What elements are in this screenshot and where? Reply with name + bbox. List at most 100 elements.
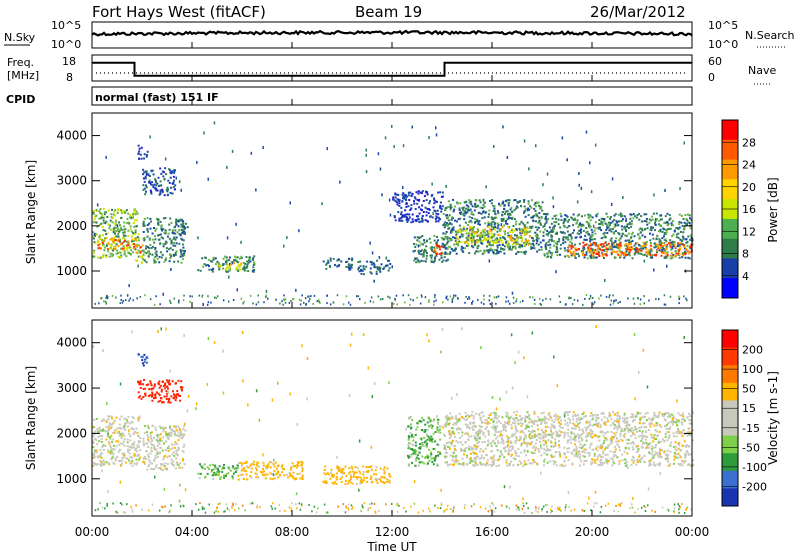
data-cell (165, 449, 167, 451)
data-cell (147, 446, 149, 448)
data-cell (376, 260, 378, 262)
data-cell (579, 243, 581, 245)
data-cell (436, 428, 438, 430)
data-cell (620, 245, 622, 247)
data-cell (366, 261, 368, 263)
scatter-cell (672, 246, 674, 249)
scatter-cell (412, 126, 414, 129)
scatter-cell (255, 188, 257, 191)
data-cell (200, 270, 202, 272)
data-cell (151, 425, 153, 427)
data-cell (370, 475, 372, 477)
noise-cell (613, 303, 615, 305)
data-cell (466, 426, 468, 428)
scatter-cell (214, 121, 216, 124)
data-cell (302, 468, 304, 470)
data-cell (164, 194, 166, 196)
data-cell (582, 225, 584, 227)
data-cell (96, 418, 98, 420)
data-cell (442, 192, 444, 194)
data-cell (639, 461, 641, 463)
data-cell (418, 241, 420, 243)
data-cell (142, 383, 144, 385)
data-cell (181, 386, 183, 388)
data-cell (518, 246, 520, 248)
data-cell (436, 415, 438, 417)
data-cell (94, 218, 96, 220)
noise-cell (490, 303, 492, 305)
data-cell (336, 476, 338, 478)
data-cell (688, 251, 690, 253)
data-cell (227, 472, 229, 474)
data-cell (177, 261, 179, 263)
data-cell (182, 224, 184, 226)
scatter-cell (385, 136, 387, 139)
data-cell (111, 426, 113, 428)
freq-left-label-2: [MHz] (7, 69, 39, 82)
data-cell (540, 246, 542, 248)
data-cell (173, 242, 175, 244)
data-cell (451, 229, 453, 231)
data-cell (96, 209, 98, 211)
noise-cell (203, 304, 205, 306)
scatter-cell (196, 161, 198, 164)
data-cell (453, 244, 455, 246)
data-cell (145, 191, 147, 193)
data-cell (149, 380, 151, 382)
scatter-cell (402, 186, 404, 189)
data-cell (293, 472, 295, 474)
data-cell (102, 226, 104, 228)
data-cell (532, 243, 534, 245)
data-cell (634, 253, 636, 255)
data-cell (276, 468, 278, 470)
data-cell (111, 423, 113, 425)
data-cell (408, 439, 410, 441)
data-cell (544, 225, 546, 227)
data-cell (664, 244, 666, 246)
data-cell (585, 430, 587, 432)
data-cell (479, 199, 481, 201)
data-cell (136, 450, 138, 452)
data-cell (325, 268, 327, 270)
data-cell (178, 243, 180, 245)
data-cell (164, 167, 166, 169)
data-cell (451, 223, 453, 225)
data-cell (408, 457, 410, 459)
noise-cell (373, 301, 375, 303)
data-cell (468, 199, 470, 201)
data-cell (666, 231, 668, 233)
data-cell (122, 432, 124, 434)
scatter-cell (237, 288, 239, 291)
data-cell (631, 223, 633, 225)
data-cell (373, 473, 375, 475)
data-cell (518, 423, 520, 425)
data-cell (123, 425, 125, 427)
data-cell (127, 416, 129, 418)
data-cell (545, 441, 547, 443)
data-cell (593, 252, 595, 254)
data-cell (398, 205, 400, 207)
data-cell (212, 464, 214, 466)
data-cell (173, 261, 175, 263)
data-cell (229, 269, 231, 271)
data-cell (104, 445, 106, 447)
data-cell (429, 425, 431, 427)
noise-cell (217, 295, 219, 297)
data-cell (679, 253, 681, 255)
data-cell (405, 206, 407, 208)
data-cell (688, 413, 690, 415)
data-cell (93, 462, 95, 464)
noise-cell (515, 300, 517, 302)
data-cell (183, 239, 185, 241)
data-cell (418, 190, 420, 192)
data-cell (169, 257, 171, 259)
data-cell (624, 451, 626, 453)
data-cell (138, 250, 140, 252)
data-cell (630, 249, 632, 251)
scatter-cell (366, 154, 368, 157)
data-cell (169, 260, 171, 262)
data-cell (690, 227, 692, 229)
data-cell (574, 455, 576, 457)
colorbar-tick-label: 4 (742, 270, 749, 283)
data-cell (598, 255, 600, 257)
